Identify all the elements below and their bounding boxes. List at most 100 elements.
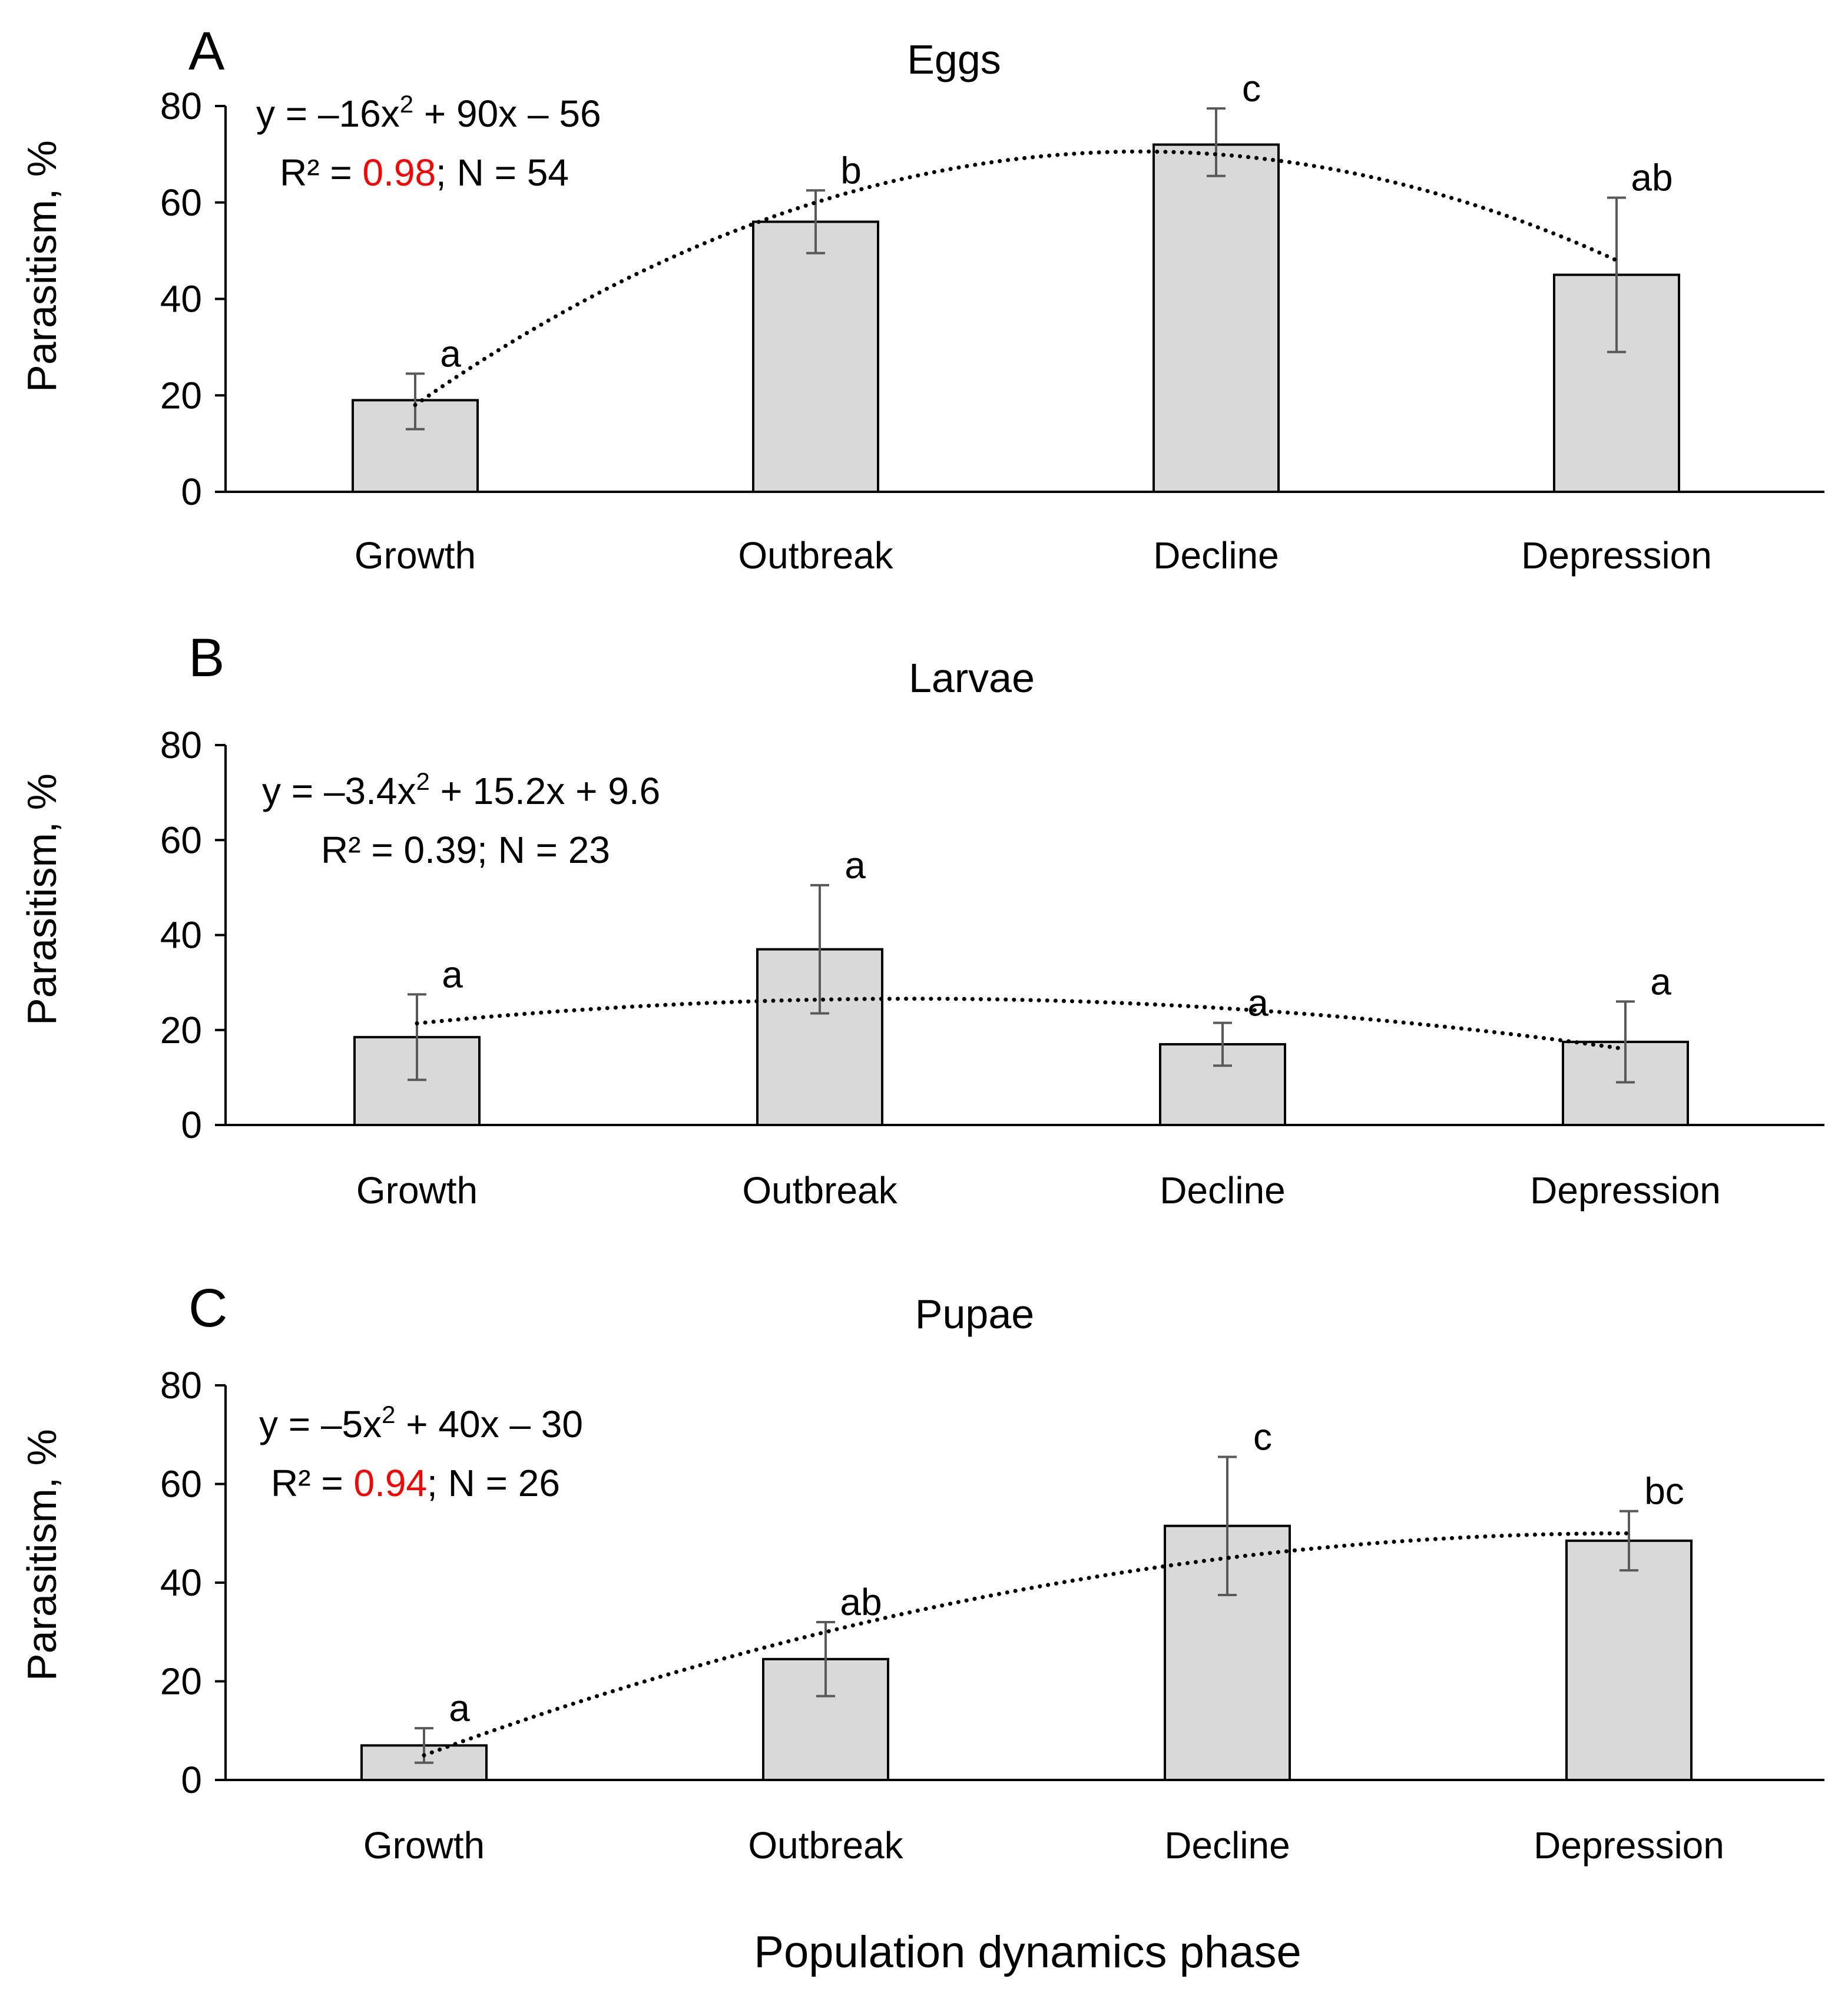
sample-size: ; N = 23 (477, 829, 610, 871)
chart-panel-c: C Pupae 0 20 40 60 80 Growth a Outbreak ab Decline c… (160, 1278, 1824, 1867)
r-squared-line: R² = 0.98; N = 54 (280, 151, 569, 194)
r-squared-value: 0.98 (362, 151, 436, 194)
significance-letter: a (442, 953, 463, 995)
significance-letter: b (840, 149, 862, 191)
x-tick-label: Outbreak (738, 534, 893, 577)
x-tick-label: Outbreak (742, 1169, 897, 1212)
error-bar-depression (1616, 1000, 1635, 1084)
y-tick-label: 0 (181, 1104, 202, 1146)
equation-line1: –3.4x (324, 770, 416, 812)
equation-line1: –16x (318, 92, 400, 135)
panel-label: C (188, 1278, 227, 1338)
error-bar-outbreak (816, 1621, 835, 1697)
chart-panel-a: A Eggs 0 20 40 60 80 Growth a Outbreak b Decline c De… (160, 21, 1824, 577)
significance-letter: bc (1644, 1470, 1684, 1513)
panels: A Eggs020406080GrowthaOutbreakbDeclinecDe… (160, 21, 1824, 1867)
chart-title: Eggs (907, 37, 1001, 82)
error-bar-depression (1620, 1510, 1638, 1572)
significance-letter: ab (1631, 157, 1673, 199)
r-squared-line: R² = 0.94; N = 26 (271, 1462, 560, 1504)
y-tick-label: 0 (181, 471, 202, 513)
y-tick-label: 0 (181, 1759, 202, 1801)
error-bar-outbreak (810, 884, 829, 1015)
significance-letter: a (1247, 982, 1269, 1024)
trend-equation: y = –3.4x2 + 15.2x + 9.6 (262, 767, 660, 812)
panel-label: A (188, 21, 225, 81)
significance-letter: a (440, 332, 461, 375)
chart-title: Larvae (909, 655, 1035, 701)
significance-letter: a (1650, 960, 1671, 1002)
equation-rest: + 90x – 56 (413, 92, 601, 135)
r-squared-label: R² = (280, 151, 362, 194)
y-tick-label: 20 (160, 374, 202, 416)
trendline (413, 149, 1619, 408)
equation-rest: + 40x – 30 (395, 1403, 582, 1445)
panel-label: B (188, 628, 224, 688)
x-tick-label: Decline (1160, 1169, 1285, 1212)
y-axis-title-a: Parasitism, % (19, 140, 65, 392)
y-axis-title-b: Parasitism, % (19, 773, 65, 1025)
x-tick-label: Depression (1534, 1824, 1724, 1867)
y-tick-label: 20 (160, 1009, 202, 1051)
trendline (415, 997, 1628, 1051)
bar-depression (1565, 1539, 1693, 1781)
y-tick-label: 80 (160, 85, 202, 127)
equation-lead: y = (256, 92, 318, 135)
error-bar-growth (406, 372, 425, 431)
significance-letter: a (449, 1687, 470, 1729)
y-tick-label: 40 (160, 914, 202, 957)
x-tick-label: Depression (1521, 534, 1712, 577)
equation-superscript: 2 (416, 767, 430, 795)
sample-size: ; N = 26 (427, 1462, 560, 1504)
r-squared-value: 0.39 (403, 829, 477, 871)
equation-superscript: 2 (382, 1401, 395, 1428)
x-axis-title: Population dynamics phase (754, 1927, 1301, 1977)
equation-superscript: 2 (400, 90, 413, 118)
chart-title: Pupae (915, 1291, 1034, 1337)
equation-lead: y = (259, 1403, 321, 1445)
y-tick-label: 40 (160, 278, 202, 320)
y-tick-label: 20 (160, 1660, 202, 1703)
significance-letter: c (1242, 67, 1261, 110)
equation-line1: –5x (321, 1403, 382, 1445)
bar-growth (353, 1035, 481, 1126)
significance-letter: a (844, 844, 866, 886)
y-axis-title-c: Parasitism, % (19, 1429, 65, 1681)
error-bar-depression (1607, 196, 1626, 353)
error-bar-outbreak (806, 189, 825, 254)
r-squared-label: R² = (321, 829, 403, 871)
x-tick-label: Growth (363, 1824, 485, 1867)
bar-depression (1562, 1040, 1689, 1126)
r-squared-value: 0.94 (353, 1462, 427, 1504)
y-tick-label: 40 (160, 1561, 202, 1604)
equation-lead: y = (262, 770, 324, 812)
trend-equation: y = –16x2 + 90x – 56 (256, 90, 601, 135)
y-tick-label: 80 (160, 1364, 202, 1407)
r-squared-line: R² = 0.39; N = 23 (321, 829, 610, 871)
significance-letter: ab (840, 1581, 882, 1623)
error-bar-decline (1207, 107, 1226, 177)
error-bar-growth (408, 993, 426, 1081)
y-tick-label: 80 (160, 724, 202, 766)
trend-equation: y = –5x2 + 40x – 30 (259, 1401, 583, 1445)
significance-letter: c (1253, 1415, 1272, 1458)
x-tick-label: Growth (356, 1169, 478, 1212)
y-tick-label: 60 (160, 819, 202, 861)
trendline (422, 1531, 1631, 1758)
bar-decline (1152, 143, 1280, 493)
bar-outbreak (752, 220, 879, 493)
x-tick-label: Decline (1164, 1824, 1290, 1867)
x-tick-label: Depression (1530, 1169, 1721, 1212)
sample-size: ; N = 54 (436, 151, 569, 194)
equation-rest: + 15.2x + 9.6 (430, 770, 660, 812)
error-bar-decline (1218, 1455, 1237, 1596)
chart-panel-b: B Larvae 0 20 40 60 80 Growth a Outbreak a Decline a… (160, 628, 1824, 1212)
error-bar-decline (1213, 1021, 1232, 1067)
r-squared-label: R² = (271, 1462, 353, 1504)
y-tick-label: 60 (160, 181, 202, 224)
y-tick-label: 60 (160, 1463, 202, 1505)
x-tick-label: Outbreak (748, 1824, 903, 1867)
x-tick-label: Growth (355, 534, 476, 577)
x-tick-label: Decline (1153, 534, 1279, 577)
